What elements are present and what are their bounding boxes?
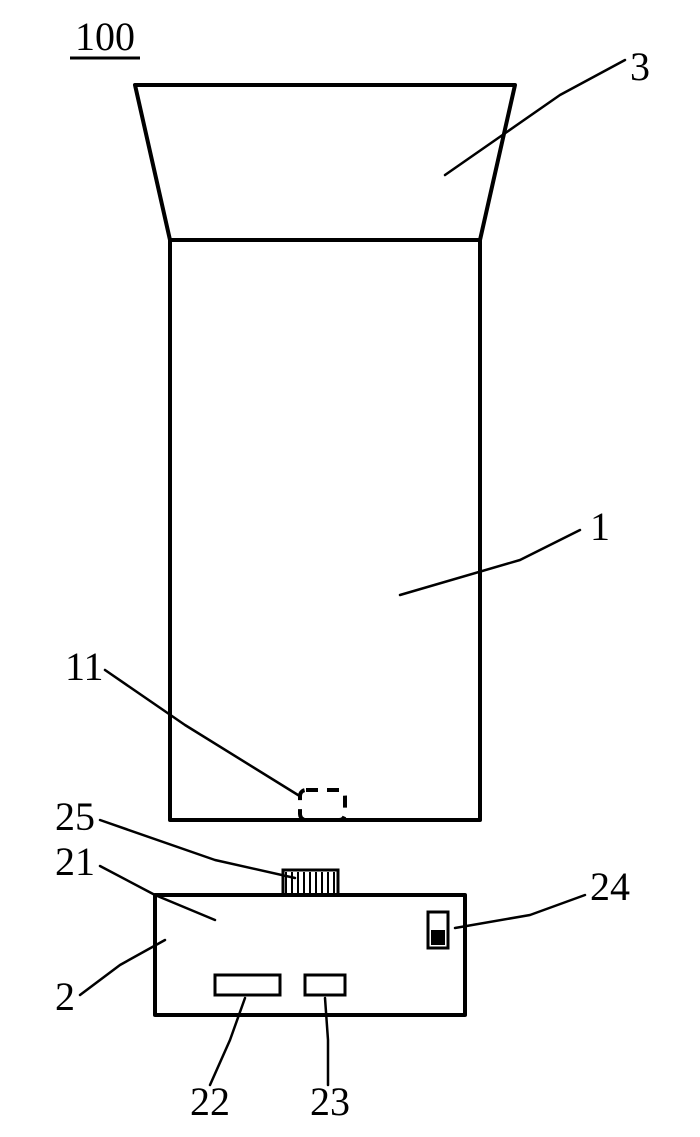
- figure-title: 100: [75, 14, 135, 59]
- label-l2: 2: [55, 974, 75, 1019]
- label-l22: 22: [190, 1079, 230, 1124]
- part-23: [305, 975, 345, 995]
- leader-l24: [455, 895, 585, 928]
- label-l1: 1: [590, 504, 610, 549]
- label-l23: 23: [310, 1079, 350, 1124]
- label-l21: 21: [55, 839, 95, 884]
- leader-l23: [325, 998, 328, 1085]
- label-l24: 24: [590, 864, 630, 909]
- part-3-funnel: [135, 85, 515, 240]
- leader-l11: [105, 670, 298, 795]
- label-l25: 25: [55, 794, 95, 839]
- leader-l3: [445, 60, 625, 175]
- part-11: [300, 790, 345, 820]
- part-22: [215, 975, 280, 995]
- leader-l1: [400, 530, 580, 595]
- part-1-body: [170, 240, 480, 820]
- label-l11: 11: [65, 644, 104, 689]
- leader-l2: [80, 940, 165, 995]
- leader-l25: [100, 820, 295, 878]
- leader-l22: [210, 998, 245, 1085]
- label-l3: 3: [630, 44, 650, 89]
- part-24-knob: [431, 930, 445, 945]
- part-25-hatch: [286, 872, 334, 893]
- part-2-base: [155, 895, 465, 1015]
